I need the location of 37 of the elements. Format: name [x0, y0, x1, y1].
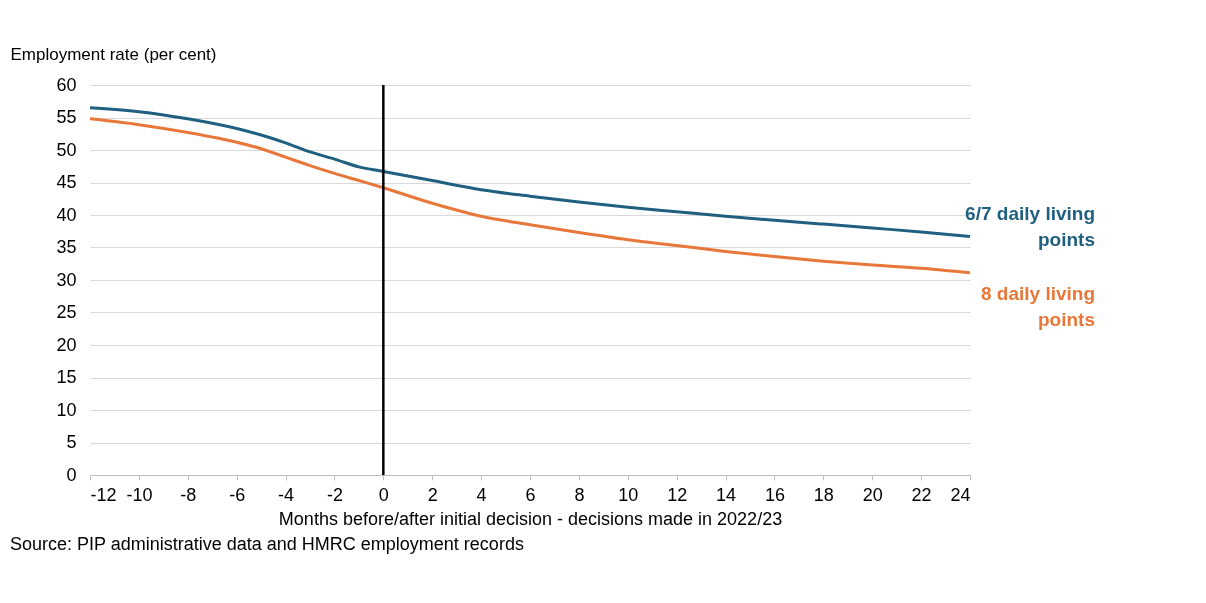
- x-tick-label: 0: [378, 484, 389, 505]
- x-tick-label: 14: [716, 484, 737, 505]
- y-axis-title: Employment rate (per cent): [10, 44, 217, 64]
- y-tick-label: 45: [56, 172, 77, 192]
- x-tick-label: 12: [667, 484, 688, 505]
- series-label: 8 daily living points: [980, 282, 1095, 330]
- y-tick-label: 55: [56, 107, 77, 127]
- y-tick-label: 0: [66, 464, 77, 485]
- x-tick-label: 4: [476, 484, 487, 505]
- source-note: Source: PIP administrative data and HMRC employment records: [10, 534, 524, 554]
- x-tick-label: 18: [813, 484, 834, 505]
- x-tick-label: 8: [574, 484, 585, 505]
- x-tick-label: -4: [278, 484, 295, 505]
- x-tick-label: 22: [911, 484, 932, 505]
- y-tick-label: 60: [56, 74, 77, 95]
- x-tick-label: -10: [126, 484, 153, 505]
- x-tick-label: -6: [229, 484, 246, 505]
- x-axis-title: Months before/after initial decision - decisions made in 2022/23: [278, 508, 783, 529]
- x-tick-label: 2: [427, 484, 438, 505]
- x-tick-label: 24: [950, 484, 971, 505]
- y-tick-label: 35: [56, 237, 77, 257]
- x-tick-label: 20: [862, 484, 883, 505]
- y-tick-label: 30: [56, 269, 77, 290]
- x-tick-label: 10: [618, 484, 639, 505]
- x-tick-label: -2: [326, 484, 343, 505]
- y-tick-label: 50: [56, 139, 77, 160]
- x-tick-label: 6: [525, 484, 536, 505]
- y-tick-label: 15: [56, 367, 77, 387]
- y-tick-label: 40: [56, 204, 77, 225]
- series-label: 6/7 daily living points: [965, 203, 1095, 251]
- y-tick-label: 20: [56, 334, 77, 355]
- y-tick-label: 25: [56, 302, 77, 322]
- y-tick-label: 5: [66, 432, 77, 452]
- x-tick-label: 16: [764, 484, 785, 505]
- x-tick-label: -8: [180, 484, 197, 505]
- y-tick-label: 10: [56, 399, 77, 420]
- x-tick-label: -12: [90, 484, 117, 505]
